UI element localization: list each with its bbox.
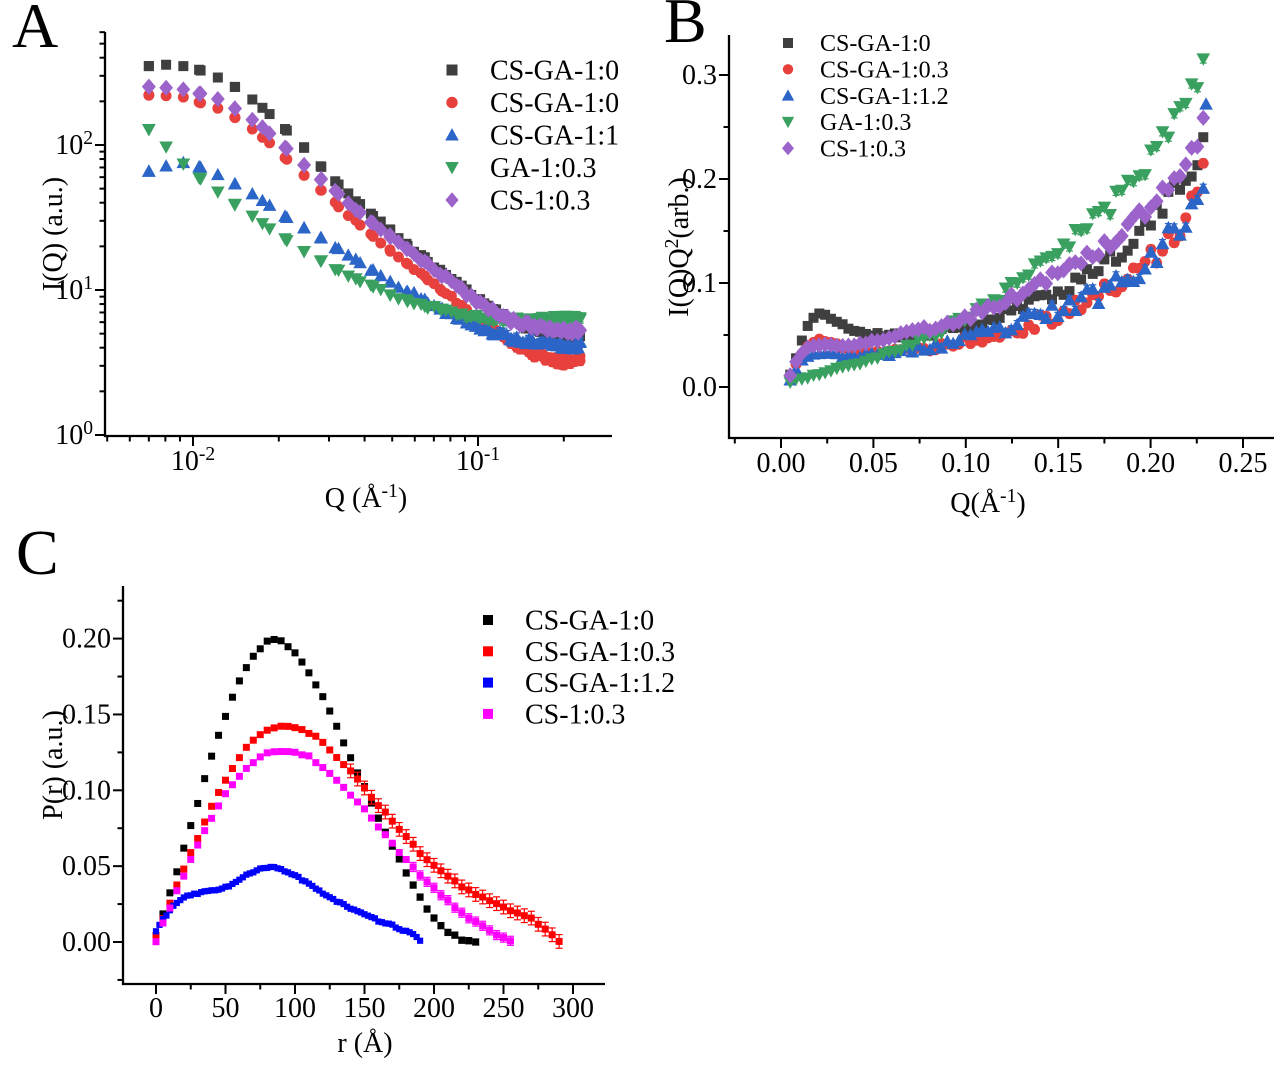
legend-entry-GA-1:0.3: GA-1:0.3 — [781, 110, 911, 136]
legend-label: CS-GA-1:0 — [820, 31, 931, 57]
legend-label: CS-1:0.3 — [820, 136, 906, 162]
svg-text:10-1: 10-1 — [456, 444, 500, 477]
panel-label-C: C — [16, 517, 59, 588]
panel-C: 0 50 100 150 200 250 300 0.00 0.05 0.10 0.15 0.20 r … — [38, 586, 675, 1059]
panel-B-x-title: Q(Å-1) — [950, 486, 1025, 519]
legend-label: GA-1:0.3 — [820, 110, 911, 136]
panel-C-y-title: P(r) (a.u.) — [38, 710, 69, 820]
legend-entry-CS-GA-1:1.2: CS-GA-1:1.2 — [483, 668, 675, 699]
legend-label: CS-GA-1:0.3 — [820, 57, 949, 83]
panel-B-y-title: I(Q)Q2(arb.) — [662, 177, 695, 317]
panel-B-axes — [727, 35, 1274, 440]
panel-C-legend: CS-GA-1:0CS-GA-1:0.3CS-GA-1:1.2CS-1:0.3 — [483, 606, 675, 730]
legend-label: CS-GA-1:0 — [490, 56, 619, 87]
legend-entry-CS-GA-1:0: CS-GA-1:0 — [446, 88, 619, 119]
panel-label-B: B — [664, 0, 707, 56]
svg-text:0.1: 0.1 — [682, 268, 717, 299]
legend-label: CS-GA-1:0.3 — [525, 637, 675, 668]
legend-label: CS-GA-1:1 — [490, 121, 619, 152]
panel-C-ticks: 0 50 100 150 200 250 300 0.00 0.05 0.10 0.15 0.20 — [62, 599, 594, 1024]
svg-text:0: 0 — [149, 993, 163, 1024]
svg-text:0.10: 0.10 — [62, 775, 111, 806]
panel-A-series-CS-1:0.3 — [141, 78, 587, 342]
legend-entry-GA-1:0.3: GA-1:0.3 — [445, 153, 597, 184]
svg-text:100: 100 — [274, 993, 316, 1024]
svg-text:300: 300 — [552, 993, 594, 1024]
legend-entry-CS-GA-1:0: CS-GA-1:0 — [783, 31, 931, 57]
svg-text:0.0: 0.0 — [682, 372, 717, 403]
legend-label: CS-GA-1:0 — [490, 88, 619, 119]
panel-B-ticks: 0.00 0.05 0.10 0.15 0.20 0.25 0.0 0.1 0.2 0.3 — [682, 60, 1268, 479]
panel-B-series-CS-1:0.3 — [783, 109, 1211, 384]
legend-entry-CS-GA-1:1.2: CS-GA-1:1.2 — [781, 84, 949, 110]
svg-text:0.05: 0.05 — [62, 851, 111, 882]
svg-text:0.2: 0.2 — [682, 164, 717, 195]
legend-entry-CS-GA-1:0: CS-GA-1:0 — [483, 606, 654, 637]
legend-label: CS-1:0.3 — [525, 699, 625, 730]
panel-C-series-CS-GA-1:0.3 — [152, 722, 563, 949]
legend-entry-CS-1:0.3: CS-1:0.3 — [782, 136, 906, 162]
svg-text:10-2: 10-2 — [171, 444, 215, 477]
svg-text:0.25: 0.25 — [1219, 448, 1268, 479]
legend-entry-CS-1:0.3: CS-1:0.3 — [445, 186, 590, 217]
legend-entry-CS-GA-1:0: CS-GA-1:0 — [446, 56, 619, 87]
panel-A: 10-2 10-1 100 101 102 Q (Å-1) I(Q) (a.u.) CS-GA… — [38, 31, 619, 514]
panel-A-x-title: Q (Å-1) — [325, 481, 407, 514]
panel-C-series-CS-GA-1:1.2 — [152, 863, 424, 944]
panel-A-series-CS-GA-1:1 — [142, 155, 587, 355]
legend-label: CS-1:0.3 — [490, 186, 590, 217]
svg-text:101: 101 — [55, 273, 93, 306]
legend-label: CS-GA-1:1.2 — [525, 668, 675, 699]
legend-entry-CS-GA-1:0.3: CS-GA-1:0.3 — [483, 637, 675, 668]
panel-C-x-title: r (Å) — [337, 1028, 392, 1059]
svg-text:0.20: 0.20 — [62, 624, 111, 655]
svg-text:100: 100 — [55, 418, 93, 451]
svg-text:0.15: 0.15 — [62, 699, 111, 730]
panel-C-series-CS-GA-1:0 — [152, 635, 480, 946]
panel-C-axis-titles: r (Å) P(r) (a.u.) — [38, 710, 393, 1059]
panel-B-series-CS-GA-1:1.2 — [783, 97, 1213, 386]
svg-text:0.3: 0.3 — [682, 60, 717, 91]
panel-A-ticks: 10-2 10-1 100 101 102 — [55, 31, 565, 477]
panel-label-A: A — [12, 0, 59, 61]
svg-text:0.20: 0.20 — [1126, 448, 1175, 479]
panel-B: 0.00 0.05 0.10 0.15 0.20 0.25 0.0 0.1 0.2 0.3 Q(Å-… — [662, 31, 1274, 519]
legend-label: GA-1:0.3 — [490, 153, 597, 184]
panel-C-series-CS-1:0.3 — [152, 747, 514, 946]
svg-text:50: 50 — [212, 993, 240, 1024]
svg-text:0.00: 0.00 — [62, 927, 111, 958]
svg-text:150: 150 — [344, 993, 386, 1024]
panel-A-legend: CS-GA-1:0CS-GA-1:0CS-GA-1:1GA-1:0.3CS-1:… — [445, 56, 619, 217]
legend-entry-CS-GA-1:1: CS-GA-1:1 — [445, 121, 619, 152]
svg-text:0.15: 0.15 — [1034, 448, 1083, 479]
legend-label: CS-GA-1:0 — [525, 606, 654, 637]
svg-text:0.05: 0.05 — [849, 448, 898, 479]
svg-text:200: 200 — [413, 993, 455, 1024]
panel-B-axis-titles: Q(Å-1) I(Q)Q2(arb.) — [662, 177, 1026, 519]
panel-B-legend: CS-GA-1:0CS-GA-1:0.3CS-GA-1:1.2GA-1:0.3C… — [781, 31, 949, 162]
svg-text:250: 250 — [483, 993, 525, 1024]
panel-A-axis-titles: Q (Å-1) I(Q) (a.u.) — [38, 177, 407, 514]
svg-text:0.00: 0.00 — [757, 448, 806, 479]
svg-text:0.10: 0.10 — [941, 448, 990, 479]
legend-label: CS-GA-1:1.2 — [820, 84, 949, 110]
panel-A-y-title: I(Q) (a.u.) — [38, 177, 69, 291]
panel-C-axes — [121, 586, 605, 986]
legend-entry-CS-1:0.3: CS-1:0.3 — [483, 699, 625, 730]
svg-text:102: 102 — [55, 128, 93, 161]
legend-entry-CS-GA-1:0.3: CS-GA-1:0.3 — [782, 57, 949, 83]
